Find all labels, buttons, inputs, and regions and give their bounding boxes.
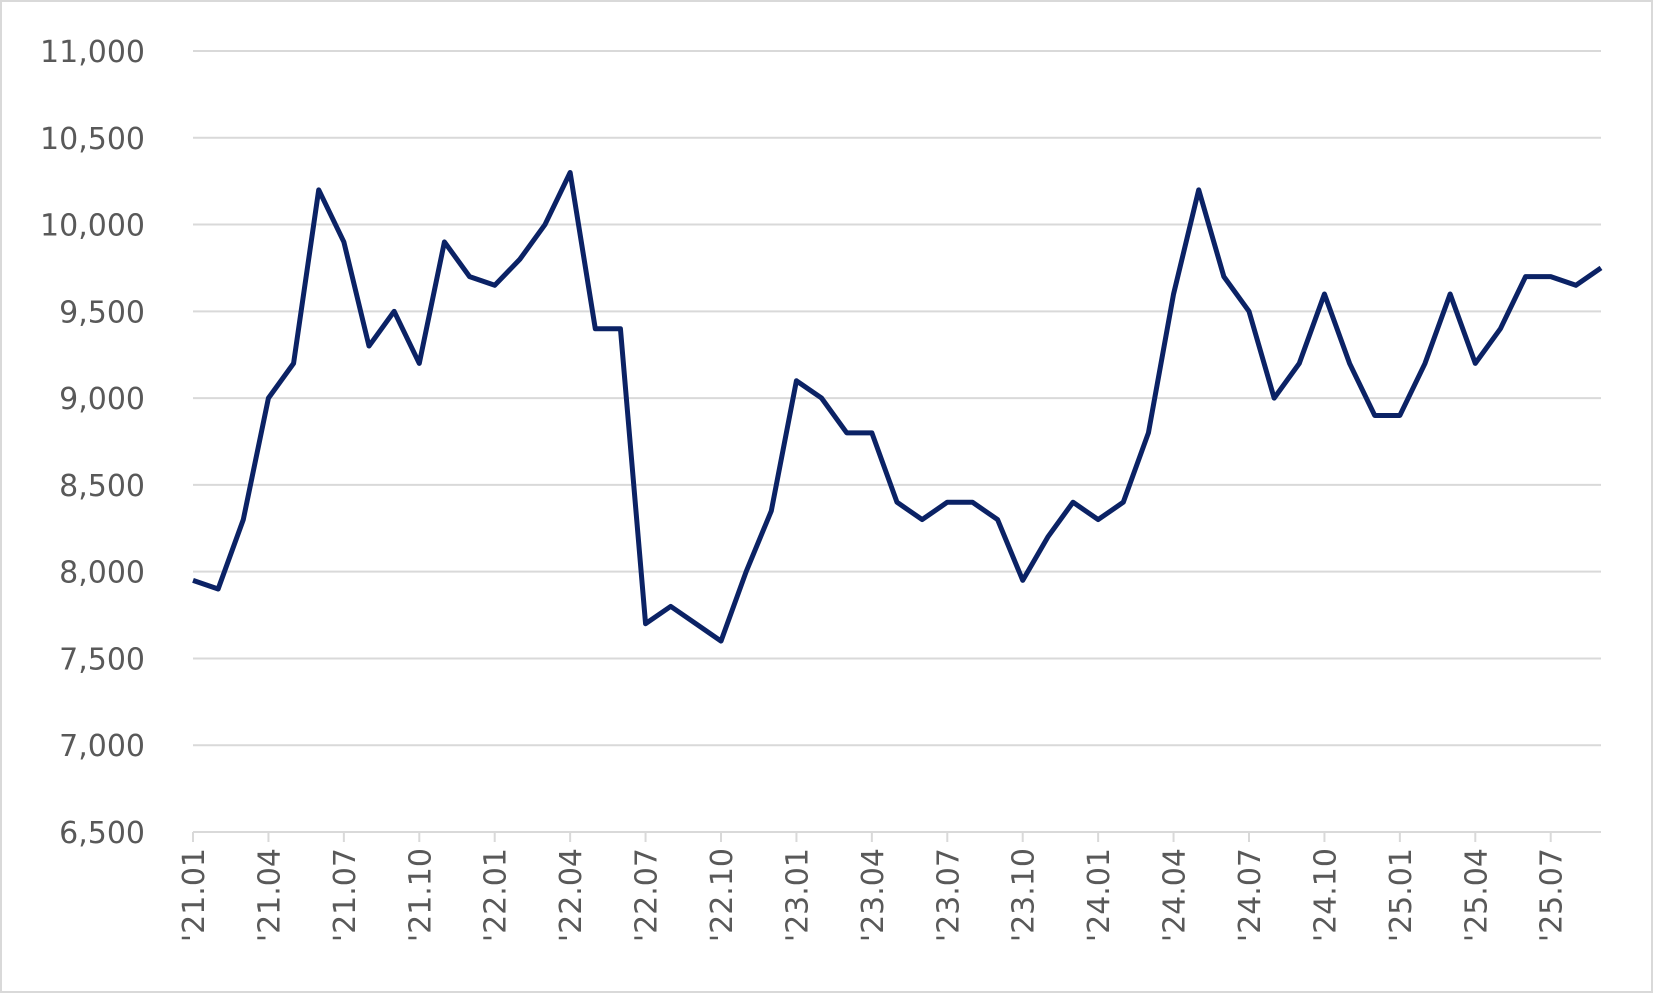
- x-tick-label: '25.04: [1459, 848, 1494, 942]
- x-tick-label: '22.04: [554, 848, 589, 942]
- x-tick-label: '22.10: [705, 848, 740, 942]
- x-tick-label: '23.01: [780, 848, 815, 942]
- x-tick-label: '23.04: [856, 848, 891, 942]
- x-tick-label: '24.07: [1233, 848, 1268, 942]
- x-tick-label: '25.01: [1384, 848, 1419, 942]
- x-tick-label: '23.07: [931, 848, 966, 942]
- x-tick-label: '21.10: [403, 848, 438, 942]
- y-tick-label: 7,000: [59, 729, 145, 764]
- y-tick-label: 9,500: [59, 295, 145, 330]
- x-tick-label: '21.01: [177, 848, 212, 942]
- x-tick-label: '22.01: [479, 848, 514, 942]
- y-tick-label: 8,500: [59, 469, 145, 504]
- y-tick-label: 7,500: [59, 642, 145, 677]
- x-tick-label: '21.04: [252, 848, 287, 942]
- y-tick-label: 8,000: [59, 556, 145, 591]
- x-tick-label: '23.10: [1007, 848, 1042, 942]
- x-tick-label: '24.04: [1158, 848, 1193, 942]
- x-tick-label: '22.07: [630, 848, 665, 942]
- x-tick-label: '24.10: [1308, 848, 1343, 942]
- y-tick-label: 10,500: [40, 122, 145, 157]
- x-tick-label: '21.07: [328, 848, 363, 942]
- y-tick-label: 10,000: [40, 209, 145, 244]
- y-tick-label: 9,000: [59, 382, 145, 417]
- y-tick-label: 6,500: [59, 816, 145, 851]
- x-tick-label: '24.01: [1082, 848, 1117, 942]
- y-tick-label: 11,000: [40, 35, 145, 70]
- line-series: [192, 169, 1603, 644]
- x-tick-label: '25.07: [1535, 848, 1570, 942]
